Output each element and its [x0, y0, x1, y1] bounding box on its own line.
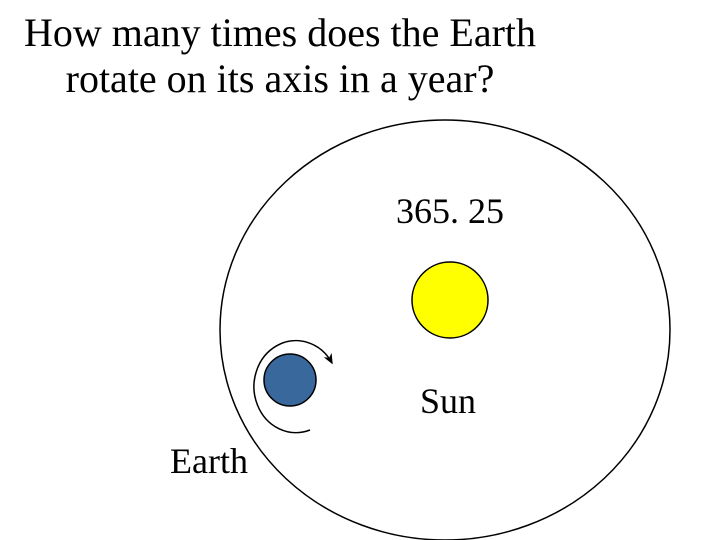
- sun-icon: [412, 262, 488, 338]
- earth-icon: [264, 354, 316, 406]
- question-title: How many times does the Earth rotate on …: [0, 10, 560, 102]
- earth-label: Earth: [170, 440, 248, 482]
- answer-value: 365. 25: [396, 190, 504, 232]
- sun-label: Sun: [420, 380, 476, 422]
